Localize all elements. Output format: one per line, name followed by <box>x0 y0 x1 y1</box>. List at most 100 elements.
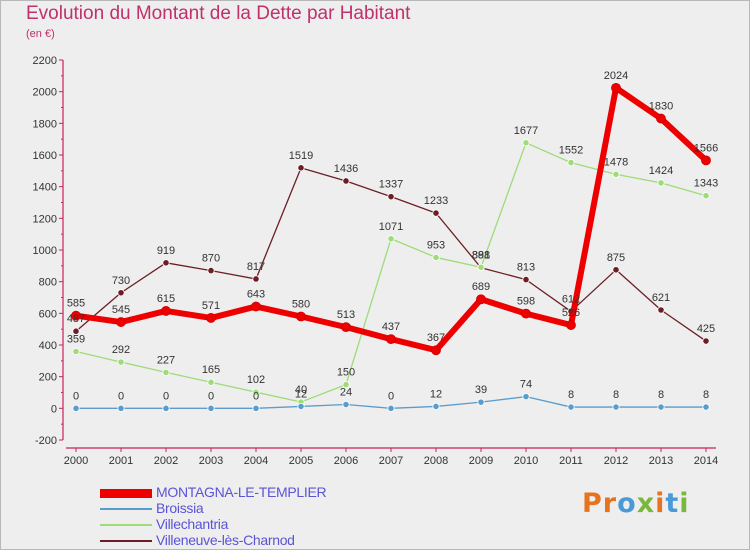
x-tick-label: 2012 <box>604 455 628 467</box>
y-tick-label: 600 <box>39 308 57 320</box>
data-point <box>432 209 440 217</box>
data-point <box>206 313 216 323</box>
data-point <box>116 317 126 327</box>
data-label: 1478 <box>604 156 628 168</box>
x-tick-label: 2008 <box>424 455 448 467</box>
x-tick-label: 2001 <box>109 455 133 467</box>
data-point <box>252 275 260 283</box>
data-point <box>477 398 485 406</box>
logo-letter: i <box>655 488 666 519</box>
data-label: 1830 <box>649 101 673 113</box>
x-tick-label: 2007 <box>379 455 403 467</box>
data-point <box>342 380 350 389</box>
data-label: 571 <box>202 300 220 312</box>
data-label: 1566 <box>694 142 718 154</box>
data-point <box>207 404 215 412</box>
data-label: 730 <box>112 275 130 287</box>
data-label: 74 <box>520 379 532 391</box>
data-label: 615 <box>157 293 175 305</box>
chart-subtitle: (en €) <box>26 28 55 40</box>
data-point <box>387 404 395 412</box>
data-point <box>162 259 170 267</box>
data-label: 40 <box>295 384 307 396</box>
data-label: 0 <box>253 390 259 402</box>
data-point <box>702 192 710 200</box>
data-label: 0 <box>388 390 394 402</box>
data-label: 1343 <box>694 178 718 190</box>
y-tick-label: 1600 <box>33 150 57 162</box>
data-label: 817 <box>247 261 265 273</box>
data-point <box>432 253 440 262</box>
legend-label: Villechantria <box>156 516 229 532</box>
data-point <box>117 289 125 297</box>
x-tick-label: 2009 <box>469 455 493 467</box>
data-label: 8 <box>703 389 709 401</box>
data-label: 12 <box>430 388 442 400</box>
data-point <box>296 311 306 322</box>
data-label: 1552 <box>559 145 583 157</box>
data-point <box>251 301 261 312</box>
data-label: 150 <box>337 367 355 379</box>
data-point <box>297 164 305 172</box>
data-label: 526 <box>562 307 580 319</box>
data-label: 0 <box>73 390 79 402</box>
data-point <box>612 266 620 274</box>
x-tick-label: 2005 <box>289 455 313 467</box>
data-point <box>612 170 620 178</box>
data-label: 425 <box>697 323 715 335</box>
data-point <box>567 403 575 411</box>
data-point <box>207 378 215 386</box>
data-label: 513 <box>337 309 355 321</box>
legend-label: MONTAGNA-LE-TEMPLIER <box>156 484 327 500</box>
legend-swatch <box>100 540 152 542</box>
x-tick-label: 2002 <box>154 455 178 467</box>
x-tick-label: 2013 <box>649 455 673 467</box>
data-point <box>342 400 350 409</box>
data-point <box>657 403 665 411</box>
data-label: 292 <box>112 344 130 356</box>
data-label: 545 <box>112 304 130 316</box>
data-point <box>702 337 710 345</box>
y-tick-label: 1400 <box>33 182 57 194</box>
data-label: 8 <box>613 389 619 401</box>
data-label: 0 <box>163 390 169 402</box>
chart-title: Evolution du Montant de la Dette par Hab… <box>26 3 411 24</box>
data-label: 1436 <box>334 163 358 175</box>
data-label: 1233 <box>424 195 448 207</box>
data-label: 580 <box>292 299 310 311</box>
data-point <box>476 294 486 305</box>
data-label: 621 <box>652 292 670 304</box>
logo-letter: i <box>679 488 690 519</box>
y-tick-label: 1800 <box>33 118 57 130</box>
data-label: 12 <box>295 388 307 400</box>
data-point <box>162 368 170 376</box>
data-point <box>297 402 305 411</box>
data-point <box>161 306 171 316</box>
data-point <box>117 358 125 366</box>
x-tick-label: 2010 <box>514 455 538 467</box>
data-point <box>387 235 395 243</box>
data-point <box>612 403 620 411</box>
data-point <box>567 159 575 167</box>
data-point <box>521 308 531 319</box>
data-label: 813 <box>517 262 535 274</box>
data-point <box>431 345 441 356</box>
logo-letter: r <box>602 488 618 519</box>
legend-swatch <box>100 524 152 526</box>
data-point <box>522 139 530 147</box>
data-point <box>387 193 395 201</box>
data-point <box>432 402 440 411</box>
logo-letter: P <box>582 488 603 519</box>
data-label: 1071 <box>379 221 403 233</box>
data-label: 39 <box>475 384 487 396</box>
y-tick-label: 1000 <box>33 245 57 257</box>
legend-label: Broissia <box>156 500 204 516</box>
data-point <box>207 266 215 275</box>
logo-letter: x <box>636 488 656 519</box>
x-tick-label: 2006 <box>334 455 358 467</box>
y-tick-label: 1200 <box>33 213 57 225</box>
y-tick-label: 400 <box>39 340 57 352</box>
data-point <box>522 393 530 401</box>
y-tick-label: 2000 <box>33 87 57 99</box>
